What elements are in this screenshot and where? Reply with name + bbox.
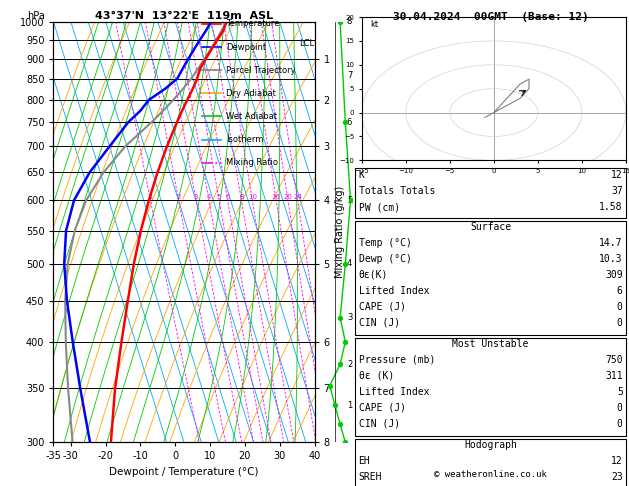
Text: 2: 2 <box>347 360 352 369</box>
Text: θε (K): θε (K) <box>359 371 394 381</box>
Text: 6: 6 <box>347 118 352 127</box>
Text: Totals Totals: Totals Totals <box>359 186 435 196</box>
Text: Dewp (°C): Dewp (°C) <box>359 254 411 264</box>
Text: 4: 4 <box>207 194 211 200</box>
Text: 5: 5 <box>617 387 623 397</box>
X-axis label: Dewpoint / Temperature (°C): Dewpoint / Temperature (°C) <box>109 467 259 477</box>
Point <box>340 438 350 446</box>
Text: 311: 311 <box>605 371 623 381</box>
Text: Dry Adiabat: Dry Adiabat <box>226 89 276 98</box>
Text: Wet Adiabat: Wet Adiabat <box>226 112 277 121</box>
Text: 309: 309 <box>605 270 623 280</box>
Text: 1: 1 <box>148 194 153 200</box>
Text: CIN (J): CIN (J) <box>359 318 399 328</box>
Text: 12: 12 <box>611 170 623 180</box>
Text: 1: 1 <box>347 401 352 410</box>
Text: θε(K): θε(K) <box>359 270 388 280</box>
Text: kt: kt <box>370 19 379 29</box>
Text: hPa: hPa <box>28 11 45 21</box>
Point <box>340 260 350 268</box>
Text: 3: 3 <box>194 194 198 200</box>
Point <box>335 314 345 322</box>
Text: CIN (J): CIN (J) <box>359 419 399 429</box>
Text: Lifted Index: Lifted Index <box>359 387 429 397</box>
Point <box>345 196 355 204</box>
Text: 30.04.2024  00GMT  (Base: 12): 30.04.2024 00GMT (Base: 12) <box>392 12 589 22</box>
Text: Mixing Ratio: Mixing Ratio <box>226 158 278 167</box>
Point <box>335 361 345 368</box>
Point <box>330 401 340 409</box>
Text: 2: 2 <box>176 194 181 200</box>
Text: 24: 24 <box>293 194 302 200</box>
Text: Surface: Surface <box>470 222 511 232</box>
Title: 43°37'N  13°22'E  119m  ASL: 43°37'N 13°22'E 119m ASL <box>95 11 273 21</box>
Text: PW (cm): PW (cm) <box>359 202 399 212</box>
Text: 0: 0 <box>617 302 623 312</box>
Text: Temperature: Temperature <box>226 19 279 29</box>
Point <box>325 382 335 389</box>
Text: 10.3: 10.3 <box>599 254 623 264</box>
Text: 14.7: 14.7 <box>599 238 623 248</box>
Point <box>340 338 350 346</box>
Text: 8: 8 <box>239 194 243 200</box>
Text: 37: 37 <box>611 186 623 196</box>
Y-axis label: Mixing Ratio (g/kg): Mixing Ratio (g/kg) <box>335 186 345 278</box>
Text: Isotherm: Isotherm <box>226 135 263 144</box>
Text: 10: 10 <box>248 194 257 200</box>
Point <box>335 420 345 428</box>
Text: CAPE (J): CAPE (J) <box>359 302 406 312</box>
Text: 0: 0 <box>617 318 623 328</box>
Text: 23: 23 <box>611 472 623 482</box>
Text: SREH: SREH <box>359 472 382 482</box>
Text: K: K <box>359 170 364 180</box>
Text: 0: 0 <box>617 403 623 413</box>
Text: Temp (°C): Temp (°C) <box>359 238 411 248</box>
Text: 0: 0 <box>617 419 623 429</box>
Text: 6: 6 <box>225 194 230 200</box>
Text: © weatheronline.co.uk: © weatheronline.co.uk <box>434 469 547 479</box>
Text: CAPE (J): CAPE (J) <box>359 403 406 413</box>
Text: Lifted Index: Lifted Index <box>359 286 429 296</box>
Text: 20: 20 <box>284 194 292 200</box>
Text: EH: EH <box>359 456 370 466</box>
Text: 4: 4 <box>347 260 352 268</box>
Text: 1.58: 1.58 <box>599 202 623 212</box>
Text: 5: 5 <box>347 196 352 205</box>
Text: LCL: LCL <box>299 39 314 48</box>
Text: 750: 750 <box>605 355 623 365</box>
Text: 7: 7 <box>347 71 352 80</box>
Text: 5: 5 <box>217 194 221 200</box>
Point <box>335 18 345 26</box>
Text: 12: 12 <box>611 456 623 466</box>
Text: Pressure (mb): Pressure (mb) <box>359 355 435 365</box>
Text: 16: 16 <box>272 194 281 200</box>
Text: 3: 3 <box>347 313 352 322</box>
Text: Dewpoint: Dewpoint <box>226 43 266 52</box>
Text: Parcel Trajectory: Parcel Trajectory <box>226 66 296 75</box>
Text: Most Unstable: Most Unstable <box>452 339 529 349</box>
Text: Hodograph: Hodograph <box>464 440 517 450</box>
Point <box>340 119 350 126</box>
Text: 6: 6 <box>617 286 623 296</box>
Text: 8: 8 <box>347 17 352 26</box>
